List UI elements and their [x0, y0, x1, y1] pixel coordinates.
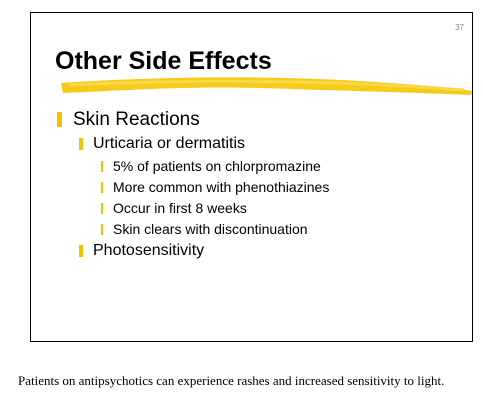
bullet-text: Skin Reactions — [73, 109, 200, 130]
speaker-notes: Patients on antipsychotics can experienc… — [18, 373, 445, 388]
bullet-marker — [101, 181, 103, 193]
slide-number: 37 — [455, 23, 464, 32]
bullet-marker — [79, 245, 83, 258]
bullet-text: Skin clears with discontinuation — [113, 221, 308, 237]
slide: 37 Other Side Effects Skin Reactions Urti… — [30, 12, 473, 342]
bullet-text: More common with phenothiazines — [113, 179, 330, 195]
bullet-text: 5% of patients on chlorpromazine — [113, 158, 321, 174]
bullet-marker — [101, 223, 103, 235]
bullet-marker — [57, 112, 62, 128]
bullet-text: Urticaria or dermatitis — [93, 135, 246, 152]
title-underline — [61, 77, 472, 95]
slide-title: Other Side Effects — [55, 47, 272, 75]
bullet-marker — [101, 160, 103, 172]
bullet-text: Occur in first 8 weeks — [113, 200, 247, 216]
bullet-marker — [101, 202, 103, 214]
bullet-text: Photosensitivity — [93, 242, 205, 259]
bullet-marker — [79, 138, 83, 151]
